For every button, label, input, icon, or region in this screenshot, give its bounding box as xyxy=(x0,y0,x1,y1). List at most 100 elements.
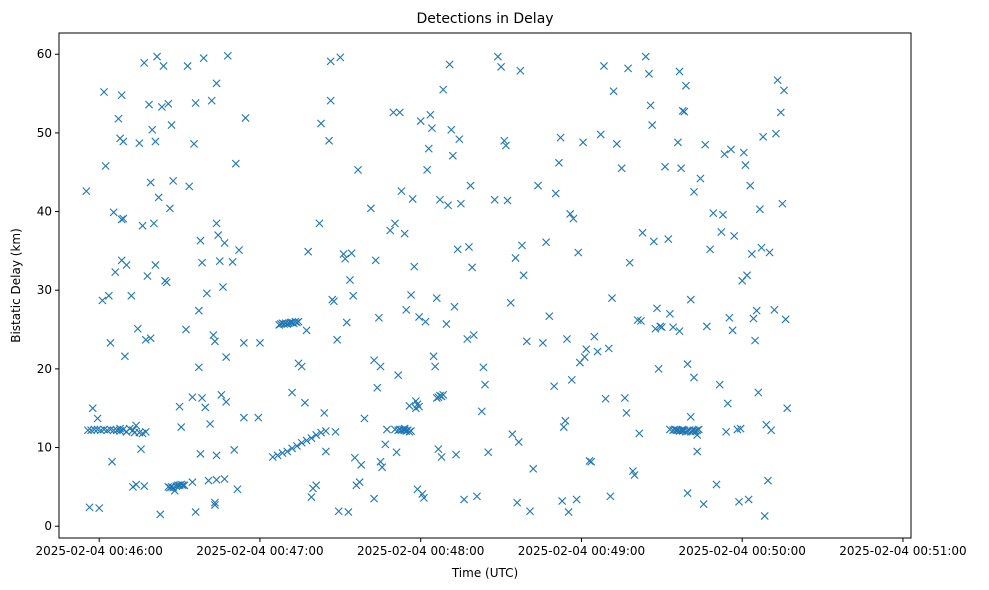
data-point xyxy=(551,189,560,198)
data-point xyxy=(620,393,629,402)
data-point xyxy=(601,394,610,403)
data-point xyxy=(196,449,205,458)
data-point xyxy=(239,338,248,347)
data-point xyxy=(212,79,221,88)
data-point xyxy=(382,425,391,434)
data-point xyxy=(612,139,621,148)
data-point xyxy=(407,427,416,436)
data-point xyxy=(517,241,526,250)
data-point xyxy=(119,137,128,146)
data-point xyxy=(765,248,774,257)
data-point xyxy=(431,362,440,371)
data-point xyxy=(300,398,309,407)
data-point xyxy=(743,271,752,280)
x-tick-label: 2025-02-04 00:50:00 xyxy=(678,544,805,558)
x-tick-label: 2025-02-04 00:47:00 xyxy=(196,544,323,558)
data-point xyxy=(739,148,748,157)
data-point xyxy=(182,325,190,334)
data-point xyxy=(736,424,745,433)
data-point xyxy=(120,352,129,361)
data-point xyxy=(381,440,390,449)
data-point xyxy=(693,430,702,439)
data-point xyxy=(648,121,657,130)
data-point xyxy=(307,434,316,443)
data-point xyxy=(133,324,142,333)
data-point xyxy=(149,219,158,228)
data-point xyxy=(344,508,353,517)
y-tick-label: 50 xyxy=(37,126,52,140)
data-point xyxy=(554,158,563,167)
data-point xyxy=(493,52,502,61)
data-point xyxy=(426,110,435,119)
data-point xyxy=(95,504,104,513)
data-point xyxy=(288,388,297,397)
data-point xyxy=(223,51,232,60)
data-point xyxy=(108,457,117,466)
data-point xyxy=(635,429,644,438)
data-point xyxy=(706,245,715,254)
data-point xyxy=(347,249,356,258)
data-point xyxy=(472,492,481,501)
data-point xyxy=(143,272,152,281)
data-point xyxy=(373,383,382,392)
data-point xyxy=(307,493,316,502)
data-point xyxy=(394,371,403,380)
data-point xyxy=(188,478,197,487)
data-point xyxy=(93,414,102,423)
data-point xyxy=(562,335,571,343)
data-point xyxy=(355,478,364,487)
data-point xyxy=(87,426,96,435)
data-point xyxy=(233,485,242,494)
data-point xyxy=(579,138,588,147)
data-point xyxy=(135,139,144,148)
y-tick-label: 40 xyxy=(37,205,52,219)
data-point xyxy=(718,210,727,219)
data-point xyxy=(395,108,404,117)
data-point xyxy=(151,261,160,270)
data-point xyxy=(410,262,419,271)
data-point xyxy=(392,448,401,457)
data-point xyxy=(574,248,583,257)
data-point xyxy=(104,291,113,300)
data-point xyxy=(424,144,433,153)
data-point xyxy=(101,161,110,170)
data-point xyxy=(148,125,157,134)
data-point xyxy=(649,237,658,246)
data-point xyxy=(770,305,779,314)
y-tick-label: 30 xyxy=(37,283,52,297)
x-tick-label: 2025-02-04 00:51:00 xyxy=(839,544,966,558)
data-point xyxy=(378,463,387,472)
data-point xyxy=(183,62,192,71)
data-point xyxy=(212,475,221,484)
data-point xyxy=(333,335,342,344)
data-point xyxy=(506,298,515,307)
data-point xyxy=(198,393,207,402)
data-point xyxy=(153,52,162,61)
data-point xyxy=(469,331,478,340)
data-point xyxy=(96,426,105,435)
data-point xyxy=(783,404,792,413)
data-point xyxy=(376,457,385,466)
data-point xyxy=(754,388,763,397)
data-point xyxy=(683,360,692,369)
chart-title: Detections in Delay xyxy=(416,11,553,27)
data-point xyxy=(693,447,702,456)
data-point xyxy=(453,245,462,254)
data-point xyxy=(254,413,263,422)
data-point xyxy=(749,314,758,323)
data-point xyxy=(432,294,441,303)
data-point xyxy=(728,326,737,335)
data-point xyxy=(106,338,115,347)
data-point xyxy=(109,208,118,217)
data-point xyxy=(526,507,534,516)
data-point xyxy=(460,495,469,504)
data-point xyxy=(165,204,174,213)
data-point xyxy=(556,133,565,142)
data-point xyxy=(513,498,522,507)
y-tick-label: 0 xyxy=(44,519,52,533)
data-point xyxy=(746,181,755,190)
data-point xyxy=(180,481,189,490)
data-point xyxy=(625,258,634,267)
data-point xyxy=(292,441,301,450)
data-point xyxy=(622,408,631,417)
